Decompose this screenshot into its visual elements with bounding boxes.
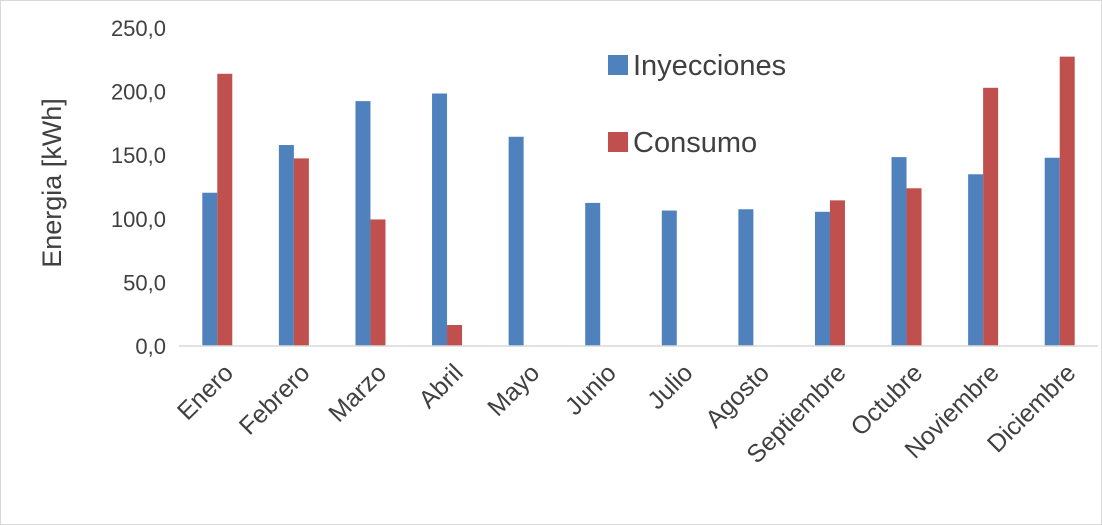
- x-tick-label: Marzo: [323, 359, 392, 428]
- bar-inyecciones-junio: [585, 202, 601, 346]
- bar-inyecciones-enero: [202, 192, 218, 346]
- y-tick-label: 0,0: [135, 334, 166, 359]
- x-tick-label: Mayo: [482, 359, 545, 422]
- x-tick-label: Enero: [172, 359, 239, 426]
- legend-label: Consumo: [633, 127, 757, 159]
- legend-swatch: [608, 55, 628, 75]
- bar-inyecciones-diciembre: [1044, 157, 1060, 346]
- bar-consumo-marzo: [370, 219, 386, 346]
- x-tick-label: Junio: [560, 359, 622, 421]
- y-tick-label: 250,0: [111, 16, 166, 41]
- x-tick-label: Febrero: [234, 359, 316, 441]
- legend: Inyecciones Consumo: [608, 50, 786, 159]
- bar-consumo-octubre: [906, 188, 922, 346]
- x-tick-label: Julio: [642, 359, 698, 415]
- bar-consumo-febrero: [293, 158, 309, 346]
- x-tick-label: Abril: [413, 359, 468, 414]
- bar-inyecciones-julio: [661, 210, 677, 346]
- bar-inyecciones-octubre: [891, 157, 907, 346]
- bar-inyecciones-marzo: [355, 101, 371, 346]
- bar-inyecciones-noviembre: [968, 174, 984, 346]
- y-tick-label: 100,0: [111, 207, 166, 232]
- bar-consumo-septiembre: [829, 200, 845, 346]
- bar-consumo-noviembre: [983, 87, 999, 346]
- bars: [202, 56, 1075, 347]
- bar-inyecciones-septiembre: [814, 211, 830, 346]
- bar-consumo-abril: [447, 325, 463, 346]
- y-axis-title: Energia [kWh]: [37, 98, 67, 268]
- bar-inyecciones-mayo: [508, 136, 524, 346]
- bar-inyecciones-febrero: [278, 145, 294, 346]
- bar-inyecciones-abril: [432, 93, 448, 347]
- legend-label: Inyecciones: [633, 50, 786, 82]
- y-tick-label: 200,0: [111, 80, 166, 105]
- legend-swatch: [608, 132, 628, 152]
- bar-consumo-diciembre: [1059, 56, 1075, 347]
- y-axis-ticks: 0,0 50,0 100,0 150,0 200,0 250,0: [111, 16, 166, 359]
- bar-inyecciones-agosto: [738, 209, 754, 346]
- y-tick-label: 150,0: [111, 143, 166, 168]
- bar-consumo-enero: [217, 73, 233, 347]
- x-tick-label: Agosto: [700, 359, 775, 434]
- y-tick-label: 50,0: [123, 270, 166, 295]
